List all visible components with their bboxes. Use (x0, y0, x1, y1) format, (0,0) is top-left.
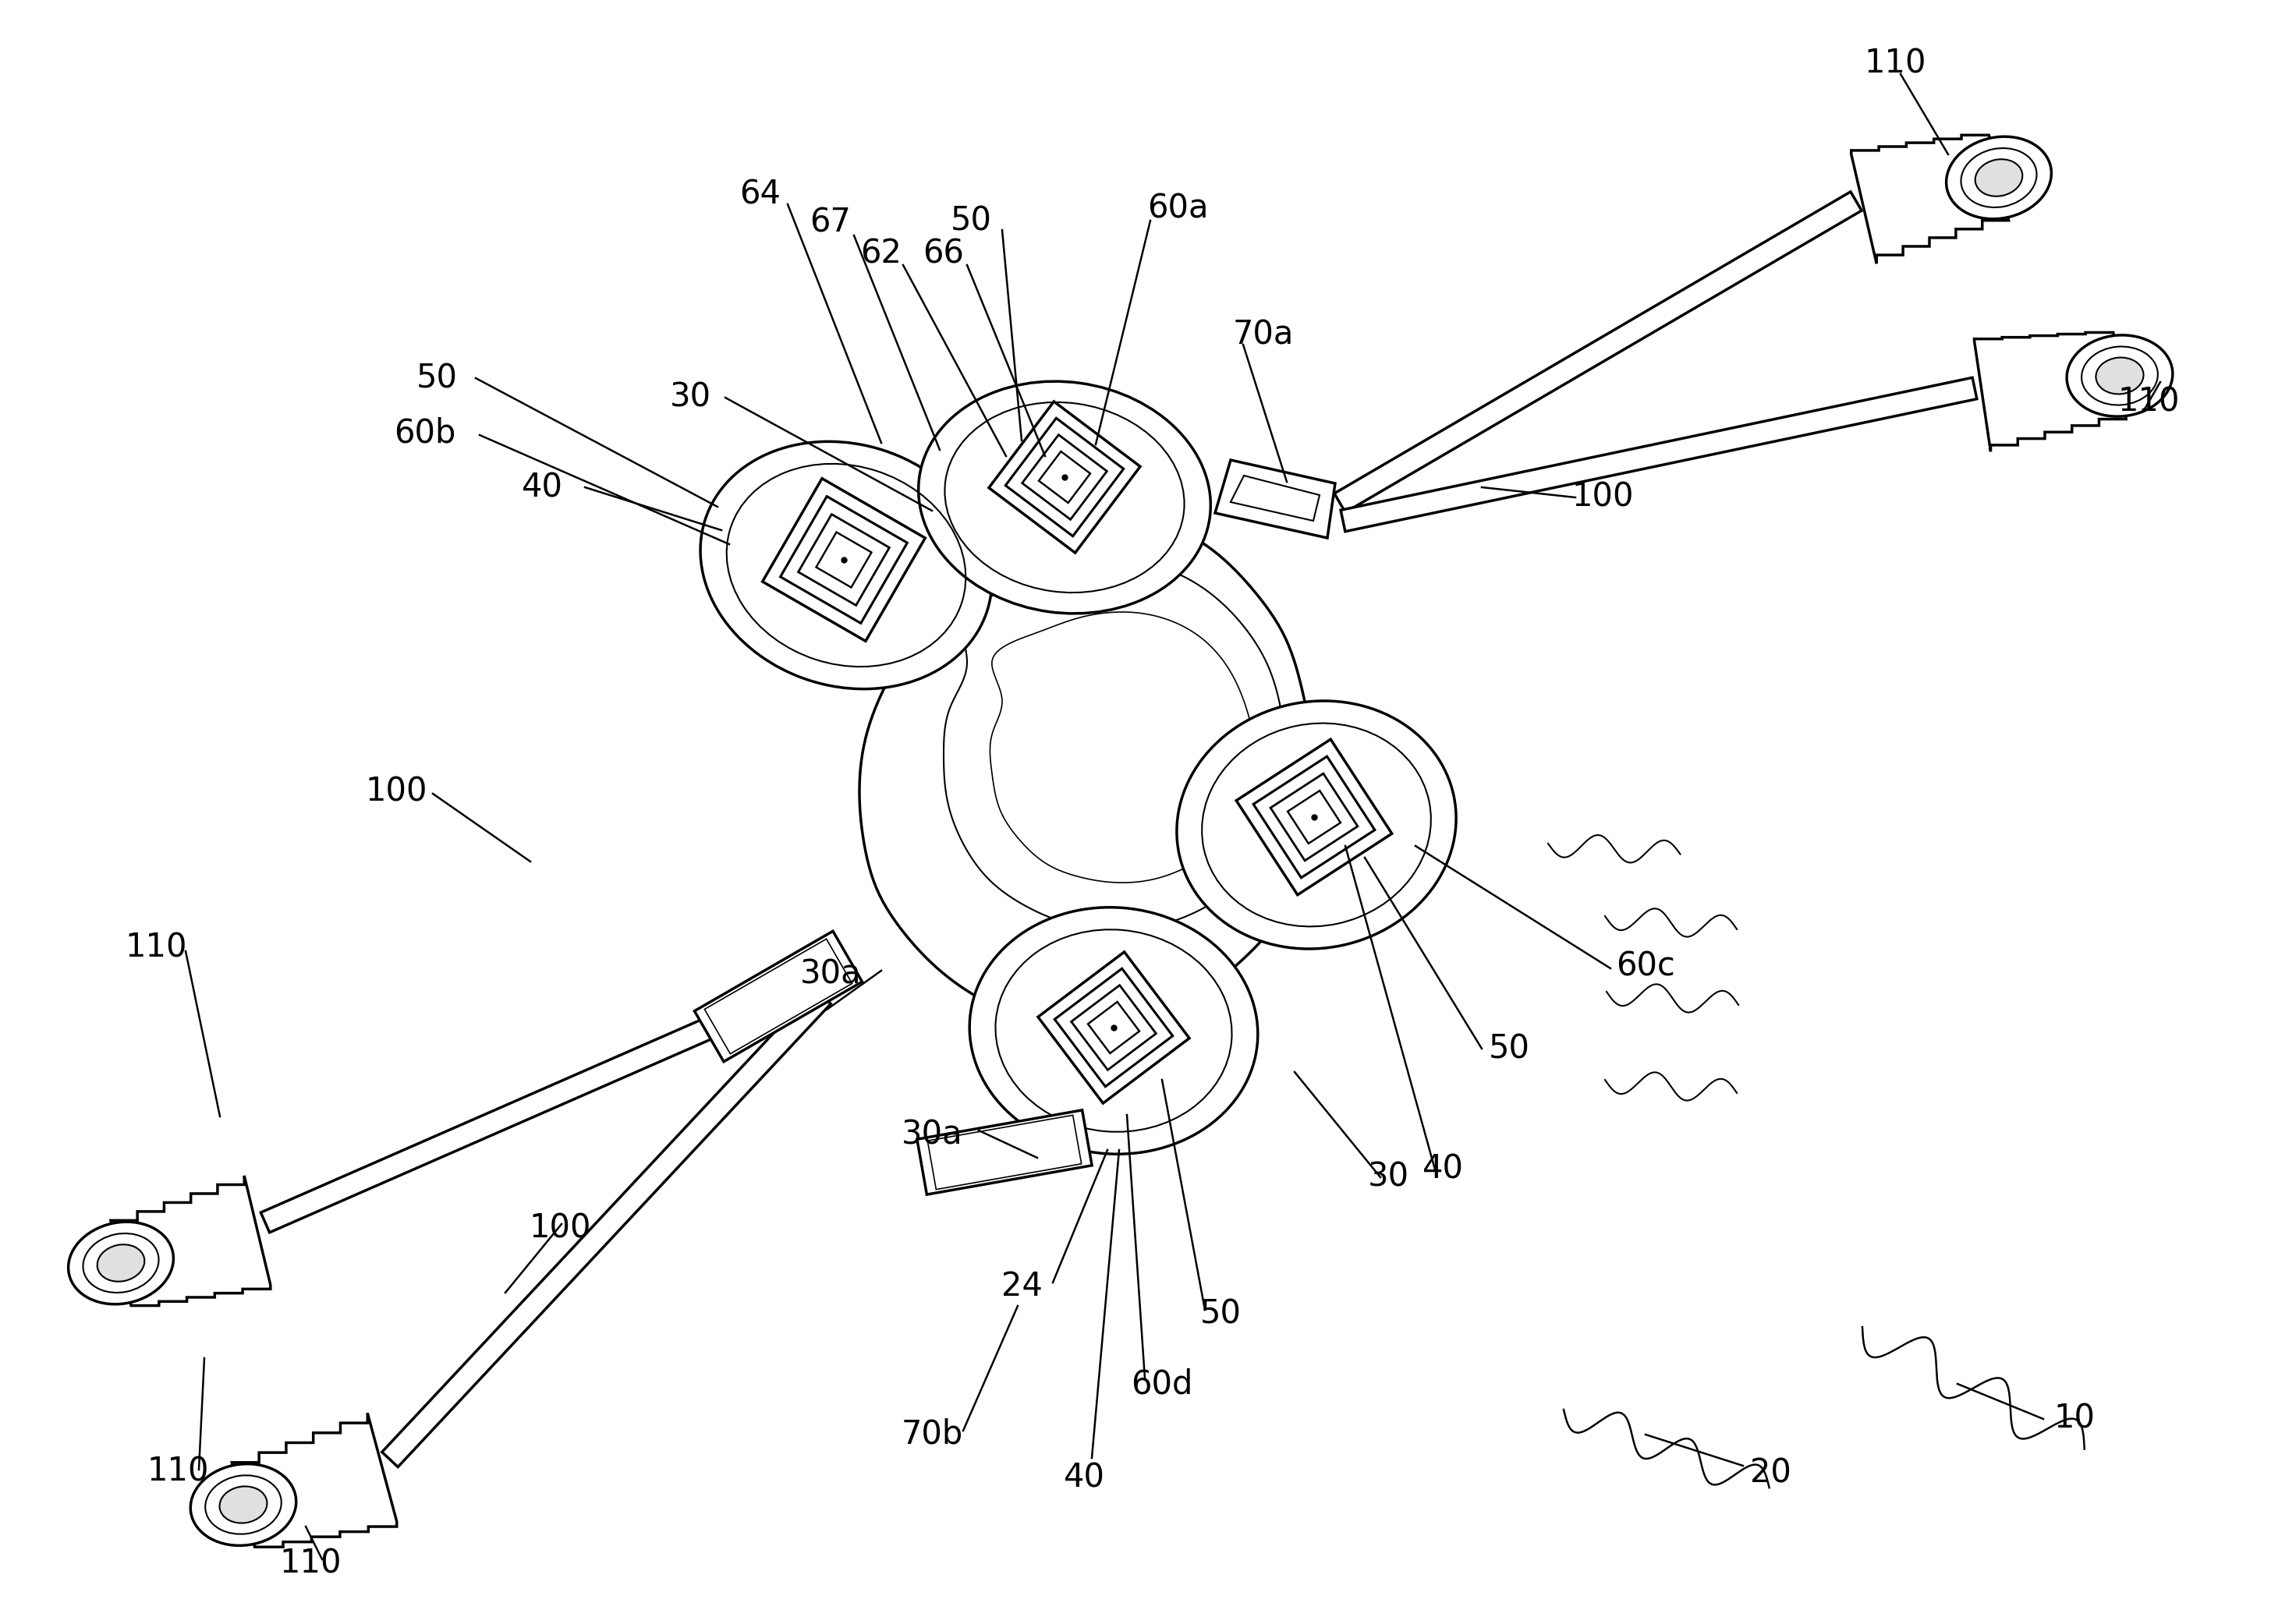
Text: 50: 50 (416, 362, 456, 395)
Polygon shape (261, 971, 822, 1233)
Polygon shape (988, 401, 1140, 552)
Ellipse shape (220, 1486, 268, 1523)
Text: 30: 30 (670, 382, 711, 414)
Polygon shape (111, 1176, 270, 1306)
Polygon shape (1054, 968, 1172, 1086)
Ellipse shape (2096, 357, 2144, 395)
Text: 30a: 30a (799, 958, 861, 991)
Ellipse shape (699, 442, 992, 689)
Text: 100: 100 (529, 1212, 590, 1244)
Polygon shape (1335, 192, 1862, 512)
Text: 100: 100 (1572, 481, 1633, 513)
Text: 62: 62 (861, 237, 902, 270)
Polygon shape (1038, 451, 1090, 503)
Ellipse shape (1176, 702, 1456, 948)
Ellipse shape (1976, 159, 2023, 197)
Ellipse shape (68, 1221, 173, 1304)
Text: 60a: 60a (1147, 193, 1208, 226)
Polygon shape (917, 1111, 1092, 1195)
Text: 110: 110 (2117, 385, 2180, 417)
Text: 110: 110 (279, 1546, 341, 1580)
Text: 66: 66 (922, 237, 965, 270)
Polygon shape (1038, 952, 1190, 1103)
Text: 70b: 70b (902, 1418, 963, 1450)
Polygon shape (232, 1413, 397, 1548)
Polygon shape (1269, 773, 1358, 861)
Polygon shape (1340, 378, 1976, 531)
Polygon shape (1288, 791, 1340, 843)
Ellipse shape (917, 382, 1210, 614)
Text: 60d: 60d (1131, 1367, 1192, 1400)
Polygon shape (1215, 460, 1335, 538)
Text: 50: 50 (1488, 1033, 1531, 1065)
Polygon shape (1973, 333, 2126, 451)
Polygon shape (695, 931, 863, 1062)
Polygon shape (1088, 1002, 1140, 1054)
Polygon shape (763, 479, 924, 641)
Text: 40: 40 (1422, 1153, 1463, 1186)
Text: 110: 110 (125, 931, 186, 963)
Text: 60c: 60c (1617, 950, 1676, 983)
Ellipse shape (1946, 136, 2051, 219)
Polygon shape (858, 513, 1317, 1023)
Text: 10: 10 (2053, 1403, 2096, 1436)
Text: 60b: 60b (395, 416, 456, 450)
Text: 67: 67 (811, 206, 852, 239)
Text: 40: 40 (522, 471, 563, 503)
Text: 70a: 70a (1233, 318, 1294, 352)
Ellipse shape (98, 1244, 145, 1281)
Text: 40: 40 (1063, 1462, 1104, 1494)
Polygon shape (1235, 739, 1392, 895)
Text: 110: 110 (1864, 47, 1926, 80)
Polygon shape (1254, 757, 1374, 877)
Polygon shape (781, 497, 908, 624)
Ellipse shape (191, 1463, 295, 1546)
Polygon shape (799, 515, 890, 606)
Text: 50: 50 (949, 205, 992, 237)
Text: 110: 110 (148, 1455, 209, 1488)
Polygon shape (382, 989, 831, 1466)
Text: 100: 100 (366, 775, 427, 807)
Text: 24: 24 (1002, 1270, 1042, 1302)
Text: 30a: 30a (902, 1117, 963, 1151)
Ellipse shape (2067, 335, 2173, 416)
Text: 50: 50 (1199, 1298, 1242, 1330)
Polygon shape (815, 533, 872, 588)
Polygon shape (1072, 986, 1156, 1070)
Polygon shape (1851, 135, 2008, 263)
Polygon shape (1006, 417, 1124, 536)
Ellipse shape (970, 908, 1258, 1155)
Polygon shape (1022, 435, 1106, 520)
Text: 64: 64 (740, 179, 781, 211)
Text: 20: 20 (1749, 1457, 1792, 1489)
Text: 30: 30 (1367, 1161, 1408, 1194)
